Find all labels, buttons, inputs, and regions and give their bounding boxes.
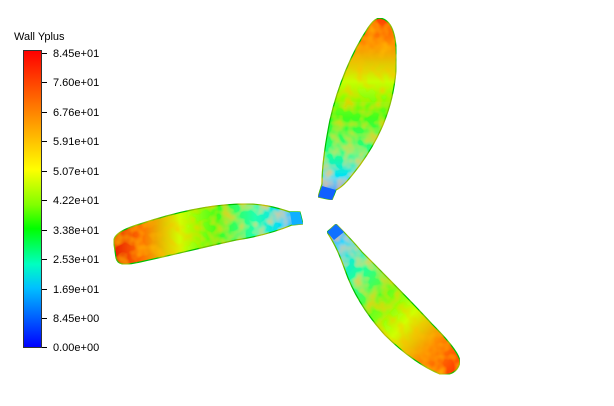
colorbar-label: 5.07e+01 (53, 166, 100, 178)
legend-title: Wall Yplus (14, 31, 65, 43)
blade-bottom-right[interactable] (326, 223, 461, 376)
colorbar-tick (42, 141, 47, 142)
colorbar-label: 8.45e+01 (53, 48, 100, 60)
colorbar-tick (42, 289, 47, 290)
colorbar-tick (42, 53, 47, 54)
blade-top[interactable] (317, 17, 397, 201)
colorbar-tick (42, 82, 47, 83)
colorbar-tick (42, 347, 47, 348)
colorbar-tick (42, 318, 47, 319)
colorbar-label: 1.69e+01 (53, 284, 100, 296)
colorbar-label: 7.60e+01 (53, 77, 100, 89)
colorbar-label: 8.45e+00 (53, 313, 100, 325)
blade-left[interactable] (113, 203, 304, 265)
colorbar-label: 0.00e+00 (53, 342, 100, 354)
colorbar-tick (42, 259, 47, 260)
colorbar-label: 6.76e+01 (53, 107, 100, 119)
colorbar-label: 2.53e+01 (53, 254, 100, 266)
colorbar-tick (42, 230, 47, 231)
colorbar (23, 50, 42, 348)
colorbar-label: 5.91e+01 (53, 136, 100, 148)
colorbar-tick (42, 112, 47, 113)
colorbar-tick (42, 200, 47, 201)
colorbar-label: 4.22e+01 (53, 195, 100, 207)
colorbar-label: 3.38e+01 (53, 225, 100, 237)
colorbar-tick (42, 171, 47, 172)
